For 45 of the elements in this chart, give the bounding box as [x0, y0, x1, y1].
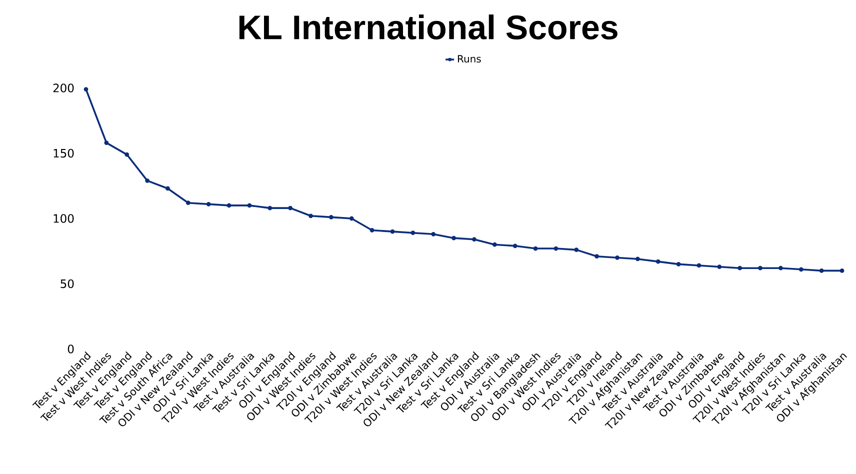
- point: [104, 140, 109, 146]
- point: [717, 264, 722, 269]
- point: [452, 236, 456, 240]
- point: [656, 259, 660, 264]
- point: [288, 206, 293, 210]
- y-tick-label: 150: [54, 148, 74, 158]
- point: [186, 200, 190, 206]
- point: [268, 206, 272, 210]
- point: [635, 256, 640, 262]
- point: [431, 232, 436, 236]
- point: [533, 246, 538, 251]
- point: [574, 248, 579, 252]
- point: [308, 214, 313, 218]
- point: [145, 178, 150, 183]
- y-tick-label: 0: [68, 344, 74, 354]
- point: [410, 230, 416, 236]
- y-tick-label: 200: [53, 84, 74, 92]
- point: [676, 262, 681, 266]
- point: [390, 229, 395, 234]
- point: [738, 266, 742, 270]
- point: [226, 203, 232, 208]
- point: [554, 246, 558, 251]
- y-tick-label: 50: [60, 279, 74, 288]
- y-tick-label: 100: [54, 214, 74, 223]
- point: [166, 186, 170, 191]
- point: [492, 242, 497, 247]
- point: [206, 202, 211, 206]
- point: [349, 216, 354, 221]
- point: [819, 268, 824, 273]
- point: [758, 266, 762, 270]
- point: [370, 228, 374, 232]
- point: [798, 267, 804, 272]
- point: [615, 255, 620, 260]
- point: [594, 254, 600, 259]
- point: [512, 244, 518, 248]
- point: [328, 214, 334, 220]
- point: [84, 87, 88, 92]
- legend-label: Runs: [458, 55, 481, 63]
- chart-title: KL International Scores: [239, 14, 618, 40]
- point: [472, 237, 476, 242]
- point: [124, 152, 130, 157]
- point: [247, 203, 252, 208]
- point: [840, 268, 844, 273]
- point: [778, 266, 783, 270]
- point: [696, 263, 702, 268]
